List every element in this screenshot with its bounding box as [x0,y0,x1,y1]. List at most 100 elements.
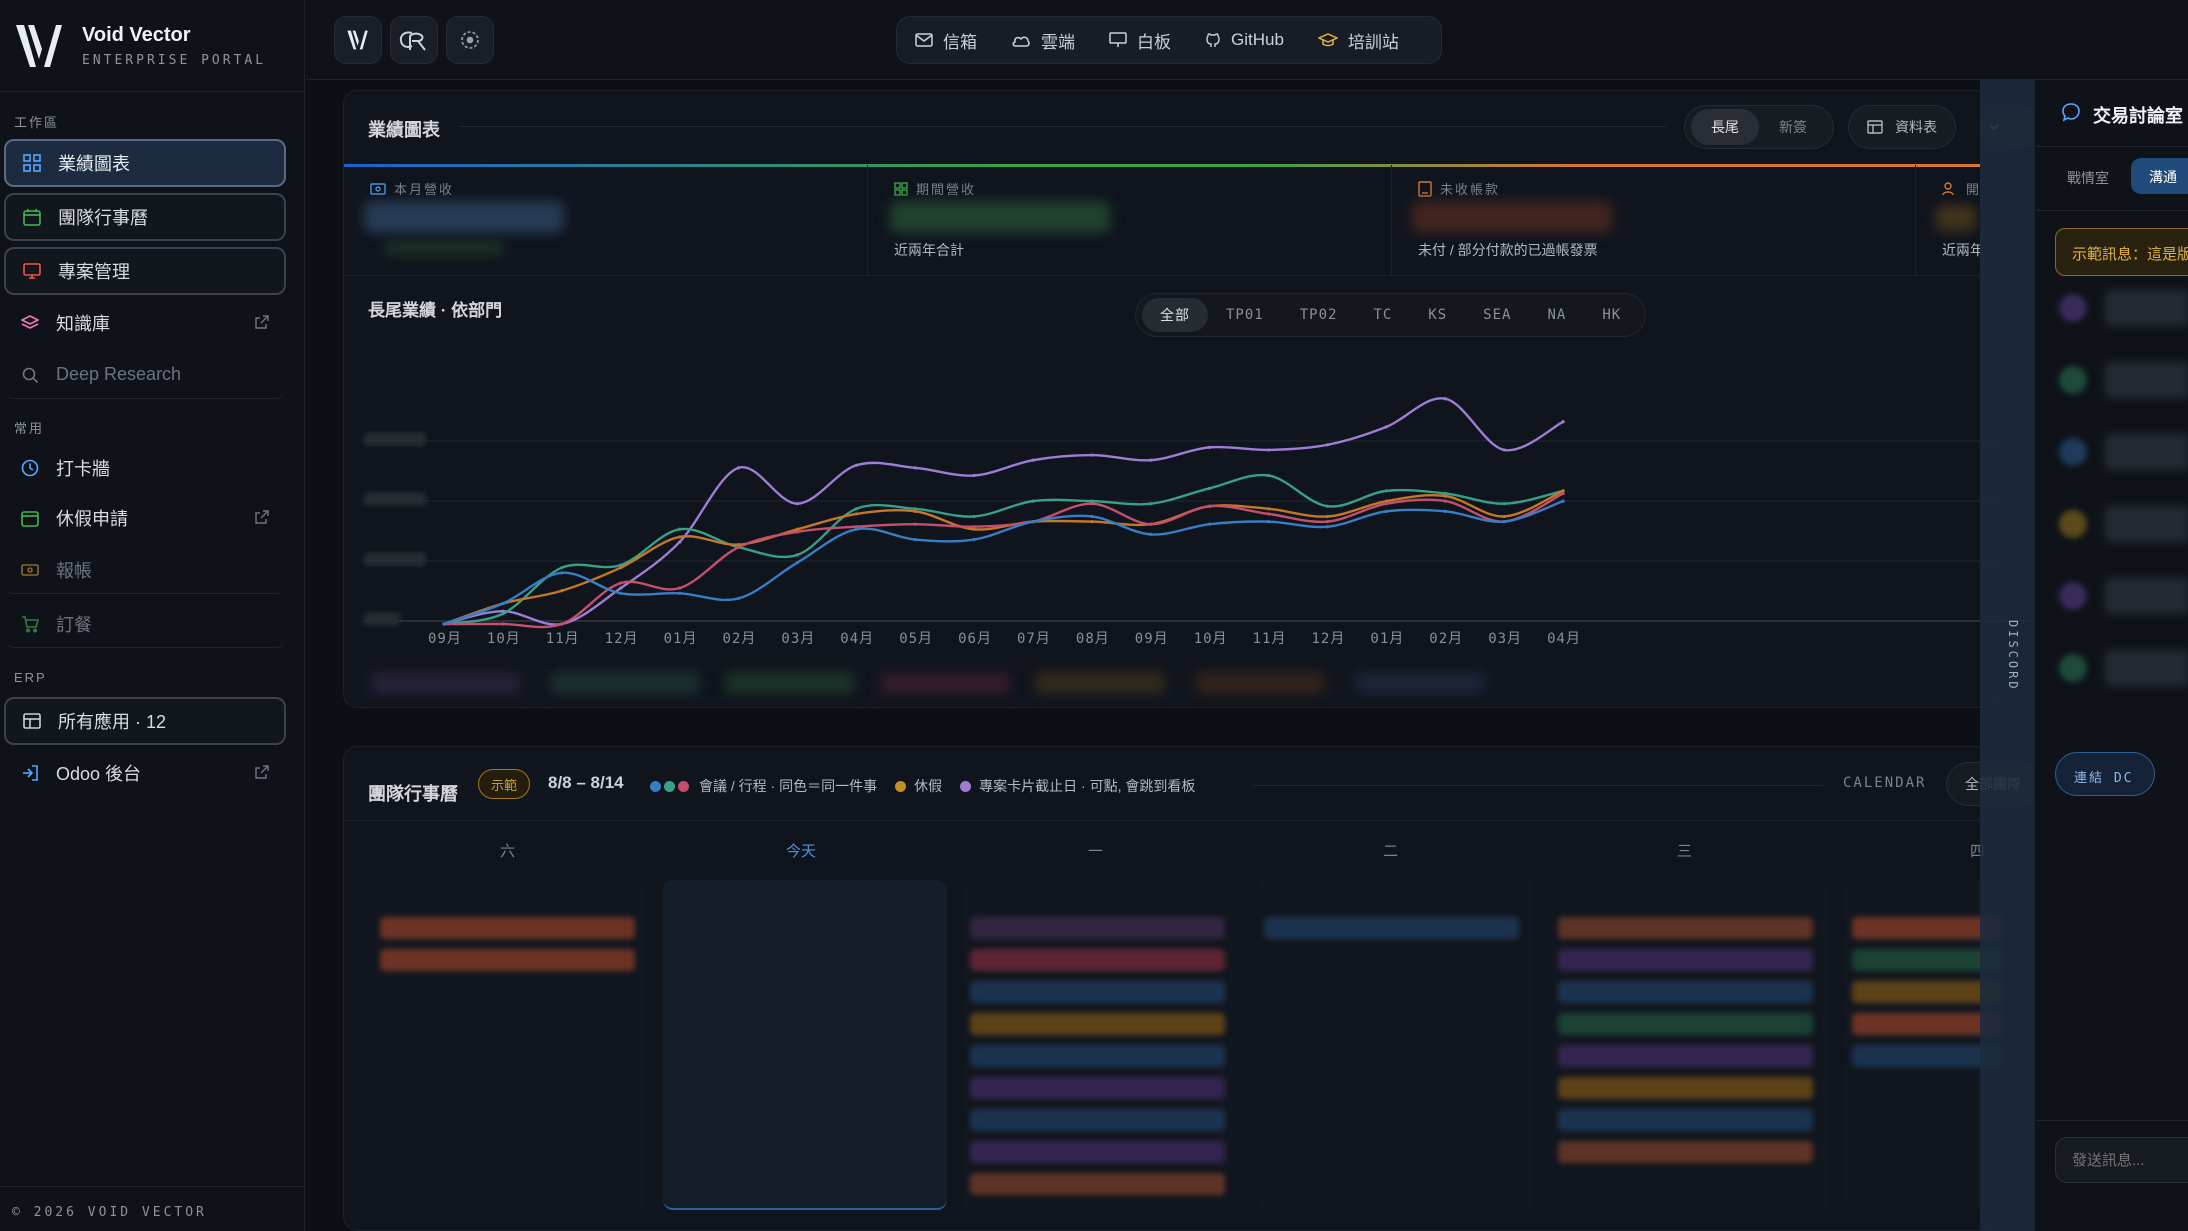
brand[interactable]: Void Vector ENTERPRISE PORTAL [0,0,304,92]
data-point[interactable] [1502,514,1506,519]
calendar-event[interactable] [970,981,1225,1003]
data-point[interactable] [678,591,682,595]
sidebar-item-knowledge-base[interactable]: 知識庫 [4,299,286,347]
data-point[interactable] [736,596,741,600]
whiteboard-link[interactable]: 白板 [1109,28,1171,53]
data-point[interactable] [619,591,623,595]
data-point[interactable] [678,527,682,531]
data-point[interactable] [736,545,741,549]
data-point[interactable] [1208,504,1212,508]
sidebar-item-order-meal[interactable]: 訂餐 [4,600,286,648]
data-point[interactable] [854,512,858,516]
sidebar-item-punch-wall[interactable]: 打卡牆 [4,444,286,492]
data-point[interactable] [560,571,564,575]
dept-tp02[interactable]: TP02 [1299,307,1338,323]
data-point[interactable] [913,522,917,526]
data-point[interactable] [501,612,505,616]
data-point[interactable] [1149,522,1153,526]
data-point[interactable] [795,527,799,531]
data-point[interactable] [1502,448,1506,452]
data-point[interactable] [1267,520,1271,524]
dept-sea[interactable]: SEA [1483,307,1512,323]
data-point[interactable] [795,560,799,565]
calendar-event[interactable] [1852,1045,2002,1067]
calendar-event[interactable] [1558,917,1813,939]
calendar-event[interactable] [970,917,1225,939]
data-point[interactable] [1208,445,1212,449]
dept-na[interactable]: NA [1547,307,1567,323]
data-point[interactable] [795,553,799,557]
chat-message-input[interactable] [2055,1137,2188,1183]
data-point[interactable] [1267,448,1271,452]
data-point[interactable] [913,509,917,513]
calendar-event[interactable] [970,1173,1225,1195]
data-point[interactable] [560,622,564,626]
calendar-event[interactable] [1558,981,1813,1003]
data-point[interactable] [1325,525,1330,529]
data-point[interactable] [913,466,917,470]
calendar-event[interactable] [1558,949,1813,971]
data-point[interactable] [972,473,976,478]
series-line-4[interactable] [443,499,1564,626]
data-point[interactable] [1561,491,1565,496]
data-point[interactable] [1090,520,1094,524]
series-line-1[interactable] [443,473,1564,626]
data-point[interactable] [1384,499,1388,503]
training-link[interactable]: 培訓站 [1317,28,1399,53]
data-point[interactable] [560,566,564,570]
data-point[interactable] [1031,458,1035,462]
sidebar-item-odoo[interactable]: Odoo 後台 [4,749,286,797]
series-line-3[interactable] [444,492,1564,629]
toggle-longtail[interactable]: 長尾 [1691,109,1759,145]
sidebar-item-projects[interactable]: 專案管理 [4,247,286,295]
data-point[interactable] [1325,504,1330,508]
data-point[interactable] [1384,489,1388,493]
data-point[interactable] [678,586,682,590]
calendar-event[interactable] [1852,917,2002,939]
calendar-event[interactable] [970,1077,1225,1099]
calendar-event[interactable] [970,1013,1225,1035]
data-point[interactable] [1208,522,1212,526]
data-point[interactable] [736,543,741,547]
data-point[interactable] [678,540,682,544]
data-point[interactable] [854,507,858,511]
data-point[interactable] [1031,499,1035,503]
data-point[interactable] [1443,397,1447,401]
data-point[interactable] [972,527,976,531]
calendar-event[interactable] [1558,1045,1813,1067]
tab-communication[interactable]: 溝通 [2131,158,2188,194]
data-point[interactable] [1090,453,1094,457]
data-point[interactable] [1090,499,1094,503]
data-point[interactable] [854,463,858,467]
sidebar-item-performance[interactable]: 業績圖表 [4,139,286,187]
data-point[interactable] [736,466,741,470]
data-point[interactable] [1090,514,1094,519]
calendar-event[interactable] [1852,949,2002,971]
data-point[interactable] [501,609,505,613]
data-point[interactable] [678,535,682,539]
data-point[interactable] [1149,502,1153,506]
data-point[interactable] [1149,532,1153,536]
data-point[interactable] [1443,499,1447,503]
data-point[interactable] [913,537,917,542]
data-point[interactable] [619,581,623,585]
dept-tc[interactable]: TC [1373,307,1393,323]
data-point[interactable] [1561,499,1565,503]
data-point[interactable] [619,586,623,590]
calendar-event[interactable] [970,1141,1225,1163]
data-point[interactable] [1031,520,1035,524]
dept-all[interactable]: 全部 [1142,298,1208,332]
dept-tp01[interactable]: TP01 [1226,307,1264,323]
calendar-event[interactable] [1852,1013,2002,1035]
data-point[interactable] [854,527,858,531]
sidebar-item-all-apps[interactable]: 所有應用 · 12 [4,697,286,745]
cr-app-button[interactable] [390,16,438,64]
data-point[interactable] [1561,489,1565,493]
data-point[interactable] [1502,502,1506,506]
data-point[interactable] [1267,507,1271,511]
dept-hk[interactable]: HK [1602,307,1622,323]
data-point[interactable] [1149,458,1153,462]
data-point[interactable] [913,507,917,511]
sidebar-item-deep-research[interactable]: Deep Research [4,351,286,399]
data-point[interactable] [619,566,623,570]
